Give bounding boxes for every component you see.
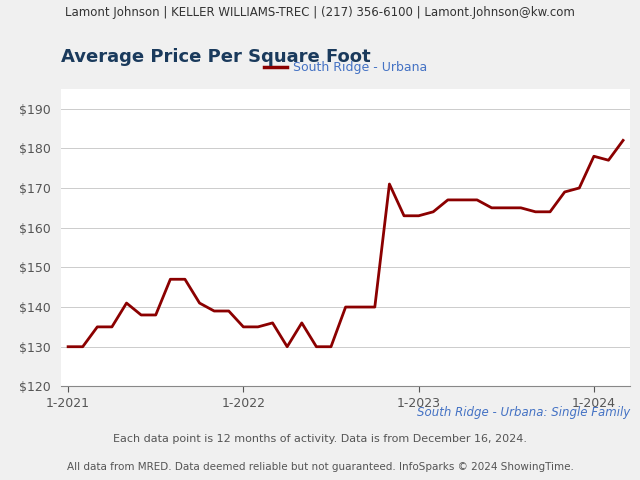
Legend: South Ridge - Urbana: South Ridge - Urbana xyxy=(259,56,432,79)
Text: All data from MRED. Data deemed reliable but not guaranteed. InfoSparks © 2024 S: All data from MRED. Data deemed reliable… xyxy=(67,462,573,472)
Text: Lamont Johnson | KELLER WILLIAMS-TREC | (217) 356-6100 | Lamont.Johnson@kw.com: Lamont Johnson | KELLER WILLIAMS-TREC | … xyxy=(65,6,575,19)
Text: Average Price Per Square Foot: Average Price Per Square Foot xyxy=(61,48,371,66)
Text: Each data point is 12 months of activity. Data is from December 16, 2024.: Each data point is 12 months of activity… xyxy=(113,434,527,444)
Text: South Ridge - Urbana: Single Family: South Ridge - Urbana: Single Family xyxy=(417,406,630,419)
